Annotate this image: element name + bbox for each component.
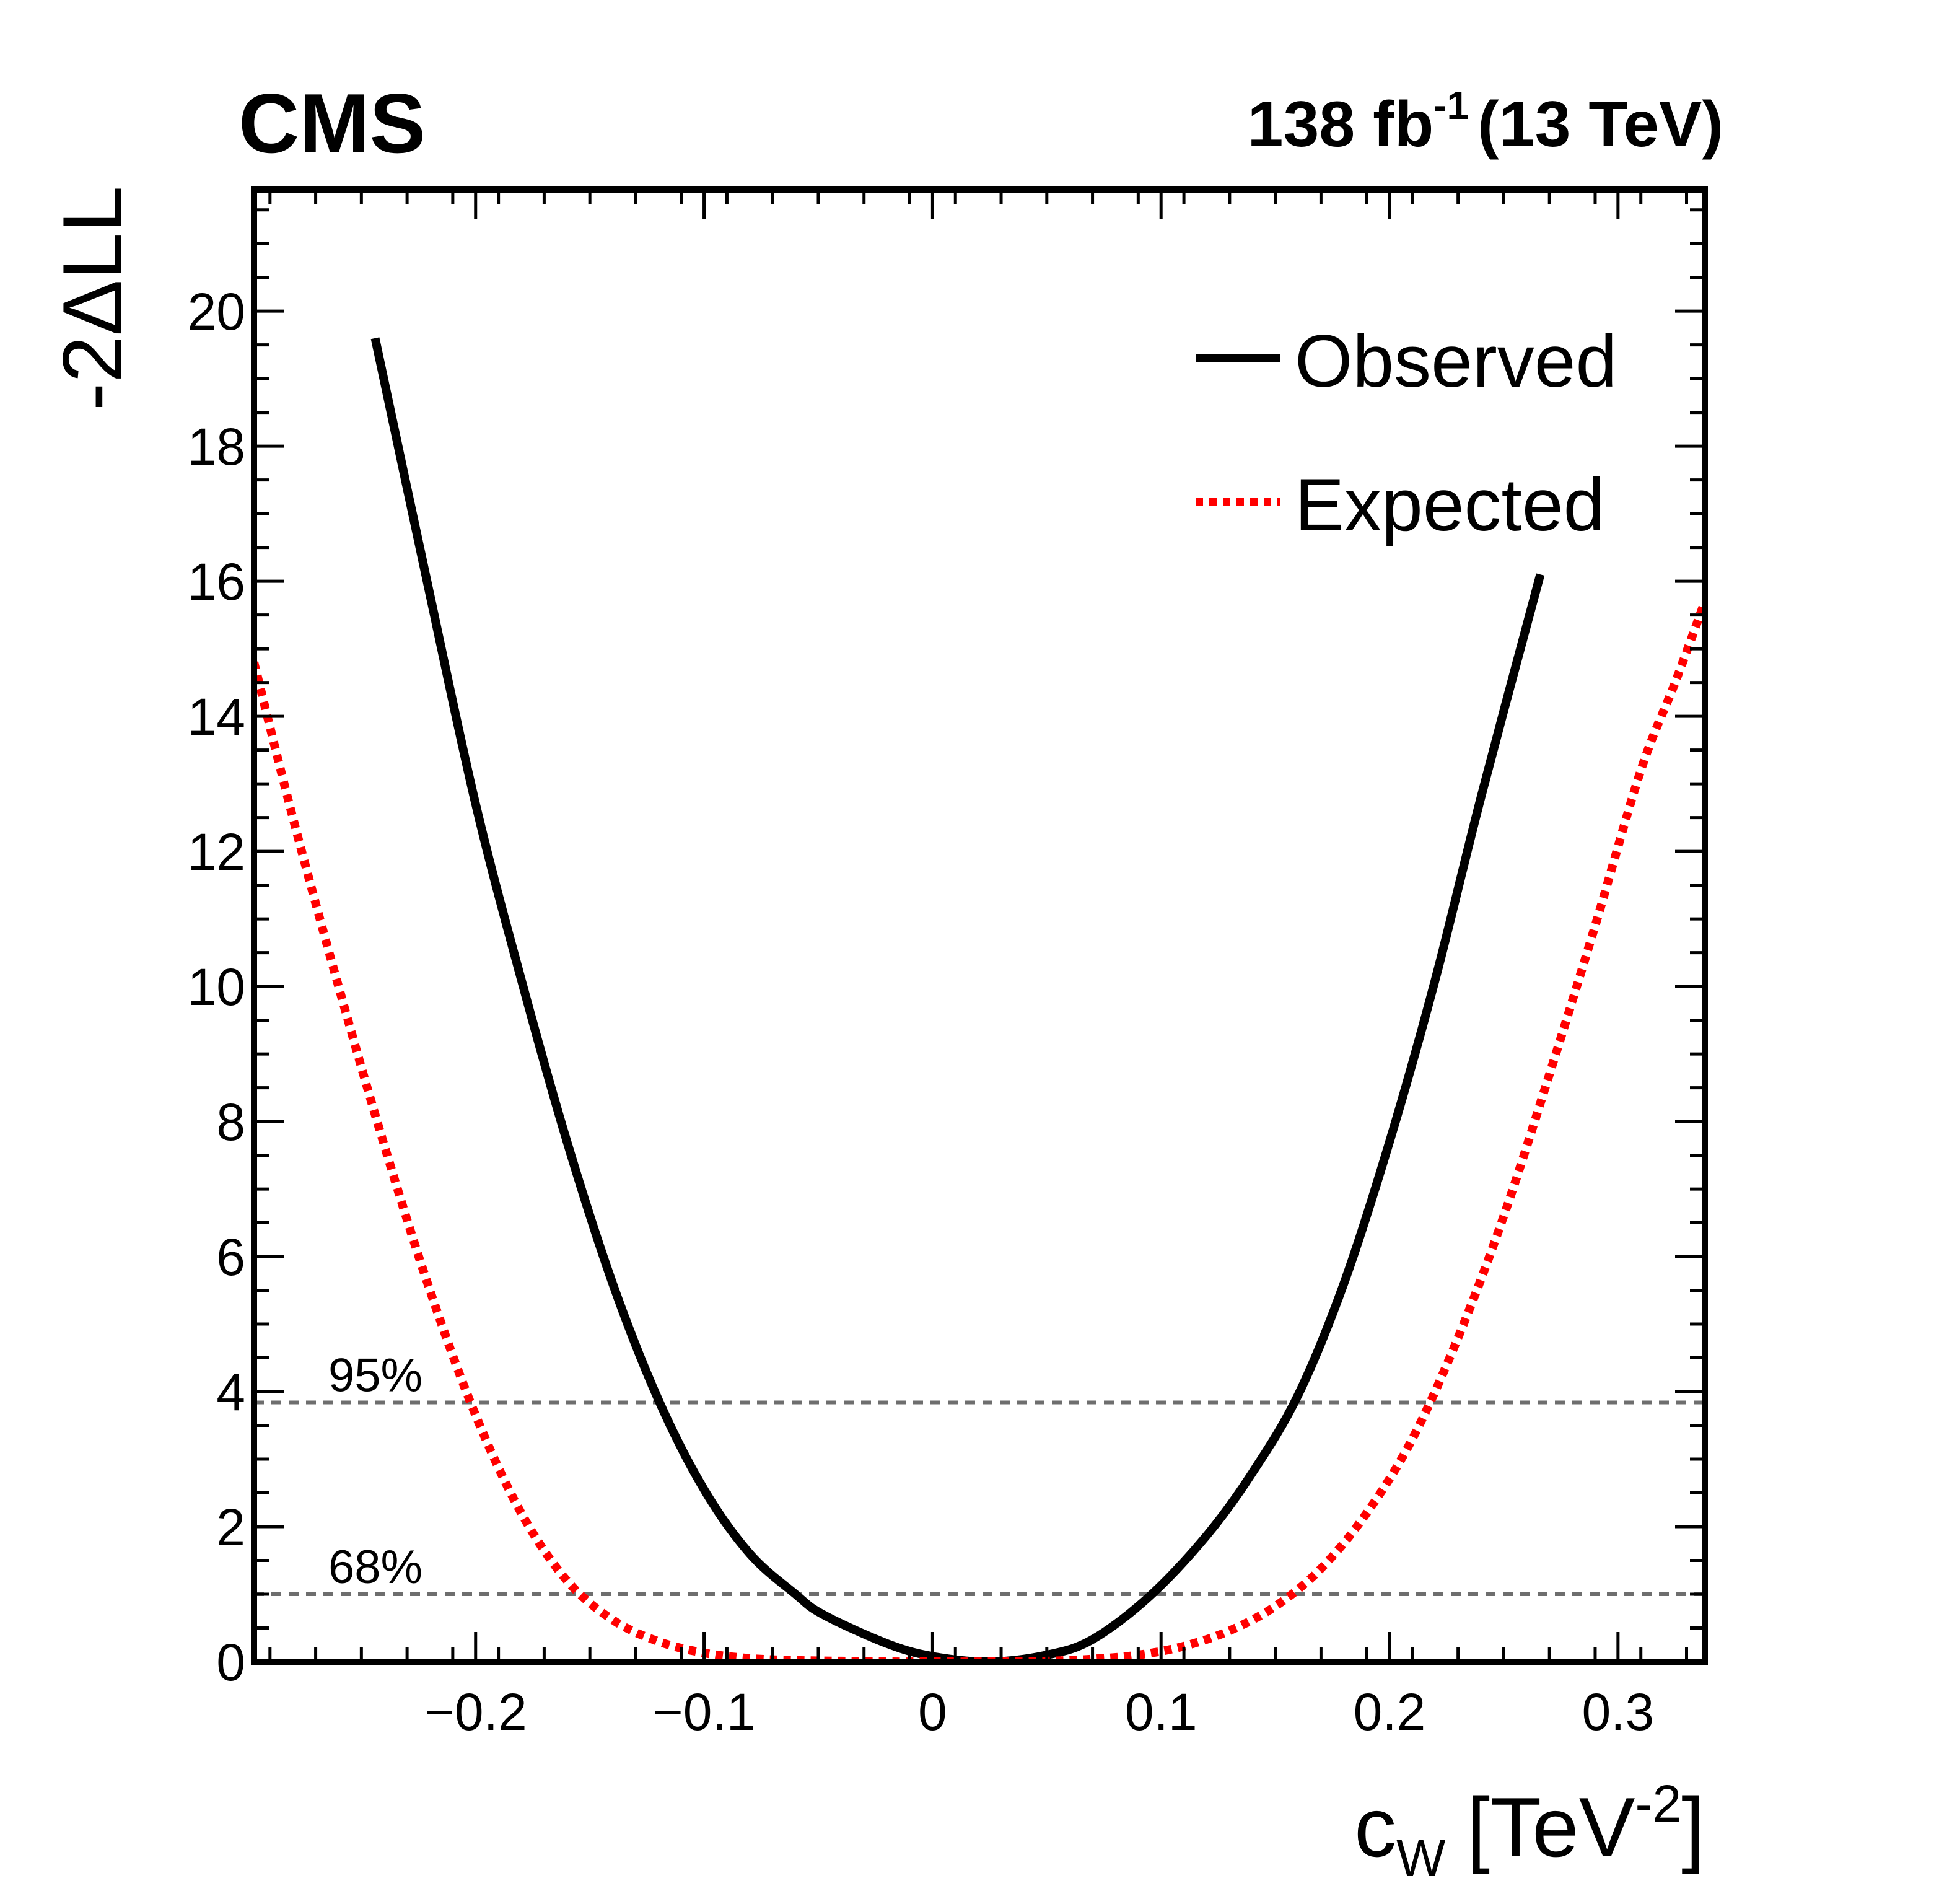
y-tick-label: 2	[216, 1498, 245, 1556]
plot-frame	[251, 186, 1708, 1665]
x-axis-unit-exponent: -2	[1635, 1775, 1682, 1833]
legend-expected-label: Expected	[1295, 463, 1604, 546]
x-tick-label: −0.2	[424, 1683, 527, 1741]
y-tick-label: 6	[216, 1228, 245, 1286]
y-axis-title: -2ΔLL	[45, 186, 139, 411]
x-tick-label: 0.2	[1354, 1683, 1426, 1741]
observed-curve	[370, 337, 1545, 1662]
axis-tick-labels: −0.2 −0.1 0 0.1 0.2 0.3 0 2 4 6 8 10 12 14 16 18 20	[188, 283, 1655, 1741]
y-tick-label: 14	[188, 688, 245, 746]
threshold-label: 68%	[328, 1541, 422, 1594]
y-tick-label: 0	[216, 1633, 245, 1691]
x-tick-label: −0.1	[653, 1683, 756, 1741]
luminosity-label: 138 fb-1 (13 TeV)	[1248, 83, 1723, 160]
legend-observed-label: Observed	[1295, 320, 1617, 403]
threshold-label: 95%	[328, 1349, 422, 1402]
y-tick-label: 16	[188, 553, 245, 611]
lumi-exponent: -1	[1433, 83, 1469, 128]
legend: Observed Expected	[1196, 320, 1617, 546]
y-tick-label: 18	[188, 418, 245, 476]
experiment-label: CMS	[239, 76, 426, 170]
lumi-value: 138 fb	[1248, 89, 1434, 160]
y-tick-label: 8	[216, 1093, 245, 1151]
y-tick-label: 10	[188, 958, 245, 1016]
x-tick-label: 0.3	[1582, 1683, 1654, 1741]
y-tick-label: 4	[216, 1363, 245, 1421]
x-tick-label: 0.1	[1125, 1683, 1197, 1741]
axis-ticks	[254, 190, 1705, 1664]
x-axis-title: cW [TeV-2]	[1354, 1775, 1705, 1887]
threshold-lines	[254, 1400, 1705, 1597]
x-axis-unit: [TeV	[1466, 1780, 1635, 1874]
x-axis-symbol: c	[1354, 1780, 1396, 1874]
x-axis-unit-close: ]	[1681, 1780, 1705, 1874]
x-tick-label: 0	[918, 1683, 947, 1741]
threshold-labels: 95% 68%	[328, 1349, 422, 1594]
y-tick-label: 12	[188, 823, 245, 881]
expected-curve	[254, 600, 1705, 1662]
energy-value: (13 TeV)	[1477, 89, 1723, 160]
likelihood-curves	[254, 337, 1705, 1662]
y-tick-label: 20	[188, 283, 245, 341]
x-axis-subscript: W	[1396, 1829, 1445, 1887]
